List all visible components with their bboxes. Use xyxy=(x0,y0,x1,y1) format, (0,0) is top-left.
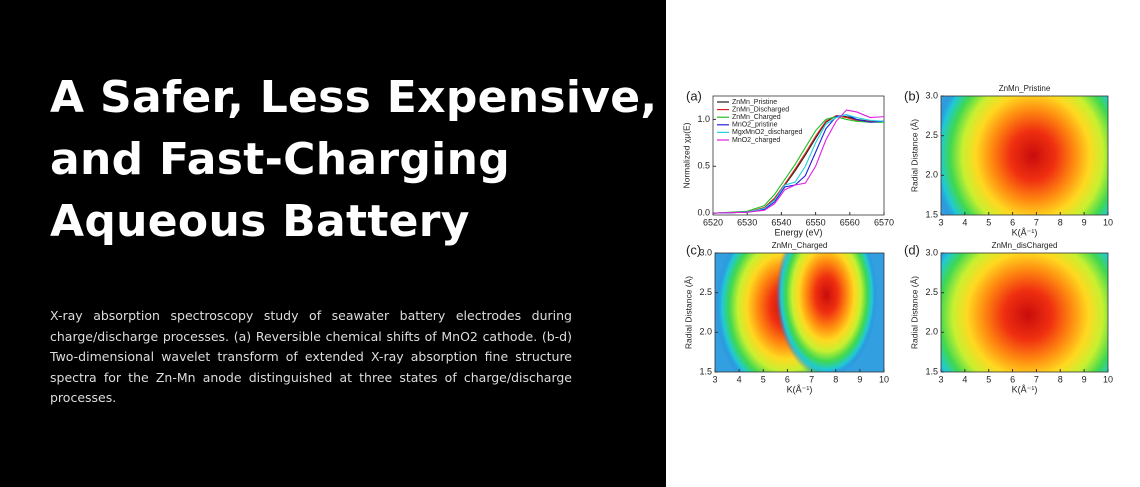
panel-label: (d) xyxy=(904,242,920,257)
legend-label: MnO2_charged xyxy=(732,137,780,144)
y-axis-label: Radial Distance (Å) xyxy=(909,119,919,192)
text-panel: A Safer, Less Expensive, and Fast-Chargi… xyxy=(0,0,666,487)
x-tick-label: 5 xyxy=(986,217,991,227)
title-line: A Safer, Less Expensive, xyxy=(50,72,658,123)
y-tick-label: 2.0 xyxy=(925,170,938,180)
plot-frame xyxy=(712,95,885,216)
legend-label: ZnMn_Pristine xyxy=(732,99,777,106)
y-tick-label: 3.0 xyxy=(925,90,938,100)
x-axis-label: Energy (eV) xyxy=(774,227,822,237)
x-tick-label: 8 xyxy=(1058,217,1063,227)
x-tick-label: 10 xyxy=(1103,374,1113,384)
description: X-ray absorption spectroscopy study of s… xyxy=(50,308,572,405)
x-tick-label: 7 xyxy=(809,374,814,384)
heatmap-spot xyxy=(941,253,1108,372)
legend-label: ZnMn_Charged xyxy=(732,114,781,121)
y-axis-label: Radial Distance (Å) xyxy=(683,276,693,349)
x-tick-label: 10 xyxy=(879,374,889,384)
legend-label: MgxMnO2_discharged xyxy=(732,129,803,136)
y-tick-label: 0.0 xyxy=(697,208,710,218)
panel-label: (b) xyxy=(904,88,920,103)
x-tick-label: 3 xyxy=(938,374,943,384)
series-line xyxy=(712,114,885,214)
y-tick-label: 1.0 xyxy=(697,114,710,124)
series-line xyxy=(712,115,884,214)
title-line: Aqueous Battery xyxy=(50,196,470,247)
series-line xyxy=(712,109,885,214)
y-tick-label: 2.5 xyxy=(925,287,938,297)
y-tick-label: 3.0 xyxy=(699,247,712,257)
x-tick-label: 6 xyxy=(785,374,790,384)
panel-label: (a) xyxy=(686,88,702,103)
title-line: and Fast-Charging xyxy=(50,134,510,185)
y-tick-label: 2.5 xyxy=(699,287,712,297)
y-tick-label: 3.0 xyxy=(925,247,938,257)
x-tick-label: 6 xyxy=(1010,217,1015,227)
legend-label: MnO2_pristine xyxy=(732,122,778,129)
y-tick-label: 1.5 xyxy=(925,209,938,219)
x-axis-label: K(Å⁻¹) xyxy=(787,384,813,394)
legend-label: ZnMn_Discharged xyxy=(732,106,789,113)
x-tick-label: 9 xyxy=(1082,217,1087,227)
x-tick-label: 8 xyxy=(833,374,838,384)
heatmap xyxy=(941,96,1108,215)
x-tick-label: 9 xyxy=(857,374,862,384)
plot-frame xyxy=(714,252,885,373)
y-tick-label: 0.5 xyxy=(697,161,710,171)
x-tick-label: 3 xyxy=(712,374,717,384)
series-line xyxy=(712,114,885,214)
x-tick-label: 6520 xyxy=(703,217,723,227)
x-tick-label: 4 xyxy=(962,374,967,384)
plot-frame xyxy=(940,95,1109,216)
y-tick-label: 1.5 xyxy=(925,366,938,376)
figure: (a) 6520 6530 6540 6550 6560 6570 0.0 0.5 1.0 Ener… xyxy=(681,84,1113,394)
x-tick-label: 5 xyxy=(986,374,991,384)
x-tick-label: 7 xyxy=(1034,217,1039,227)
x-tick-label: 9 xyxy=(1082,374,1087,384)
y-tick-label: 1.5 xyxy=(699,366,712,376)
x-tick-label: 6550 xyxy=(806,217,826,227)
series-line xyxy=(712,116,884,214)
x-tick-label: 6560 xyxy=(840,217,860,227)
panel-title: ZnMn_disCharged xyxy=(992,241,1058,250)
x-tick-label: 4 xyxy=(737,374,742,384)
heatmap-spot xyxy=(775,253,878,372)
y-axis-label: Normalized χμ(E) xyxy=(681,122,691,188)
x-tick-label: 5 xyxy=(761,374,766,384)
x-tick-label: 3 xyxy=(938,217,943,227)
x-axis-label: K(Å⁻¹) xyxy=(1012,384,1038,394)
x-tick-label: 6540 xyxy=(771,217,791,227)
heatmap xyxy=(715,253,884,372)
x-tick-label: 6 xyxy=(1010,374,1015,384)
y-axis-label: Radial Distance (Å) xyxy=(909,276,919,349)
x-axis-label: K(Å⁻¹) xyxy=(1012,227,1038,237)
y-tick-label: 2.0 xyxy=(925,327,938,337)
y-tick-label: 2.0 xyxy=(699,327,712,337)
x-tick-label: 8 xyxy=(1058,374,1063,384)
plot-frame xyxy=(940,252,1109,373)
x-tick-label: 6570 xyxy=(874,217,894,227)
x-tick-label: 6530 xyxy=(737,217,757,227)
panel-title: ZnMn_Charged xyxy=(772,241,828,250)
y-tick-label: 2.5 xyxy=(925,130,938,140)
panel-label: (c) xyxy=(686,242,701,257)
x-tick-label: 7 xyxy=(1034,374,1039,384)
heatmap xyxy=(941,253,1108,372)
heatmap-spot xyxy=(941,96,1108,215)
x-tick-label: 4 xyxy=(962,217,967,227)
x-tick-label: 10 xyxy=(1103,217,1113,227)
panel-title: ZnMn_Pristine xyxy=(999,84,1051,93)
